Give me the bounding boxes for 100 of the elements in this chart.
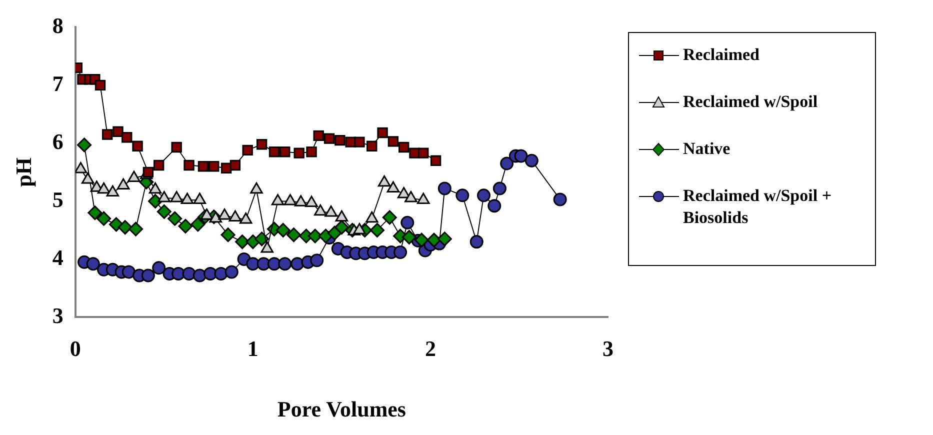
legend-label: Reclaimed w/Spoil <box>683 91 818 113</box>
point <box>294 195 308 206</box>
point <box>280 146 290 158</box>
y-tick-label: 3 <box>52 302 64 328</box>
point <box>388 136 399 147</box>
point <box>190 217 206 232</box>
point <box>122 132 132 143</box>
point <box>267 257 281 271</box>
point <box>426 232 442 248</box>
point <box>220 228 236 242</box>
point <box>198 161 209 172</box>
point <box>354 136 365 148</box>
point <box>314 204 327 216</box>
point <box>184 160 194 171</box>
point <box>180 192 194 204</box>
legend-label: Reclaimed w/Spoil + Biosolids <box>683 185 833 229</box>
point <box>204 266 218 280</box>
point <box>492 182 506 196</box>
point <box>334 220 349 235</box>
point <box>171 142 182 153</box>
point <box>324 133 335 144</box>
point <box>254 232 270 246</box>
point <box>200 208 214 220</box>
x-tick-label: 2 <box>424 336 436 362</box>
point <box>153 160 164 171</box>
point <box>334 134 346 146</box>
point <box>178 218 193 234</box>
point <box>260 242 274 253</box>
point <box>118 220 132 235</box>
point <box>313 130 324 142</box>
y-tick-label: 7 <box>52 70 64 96</box>
point <box>397 186 410 198</box>
point <box>378 175 391 187</box>
point <box>553 192 567 206</box>
point <box>284 194 297 206</box>
point <box>276 222 290 238</box>
legend-label: Native <box>683 138 730 160</box>
point <box>132 140 143 152</box>
point <box>128 222 144 236</box>
y-axis-title: pH <box>10 158 36 187</box>
point <box>290 257 304 271</box>
point <box>242 144 253 156</box>
point <box>170 191 183 202</box>
point <box>230 160 241 171</box>
point <box>218 208 231 220</box>
point <box>271 194 284 206</box>
point <box>228 210 242 222</box>
point <box>366 211 378 223</box>
point <box>402 230 416 244</box>
point <box>437 232 452 246</box>
point <box>353 222 366 234</box>
point <box>278 257 292 271</box>
point <box>239 212 252 224</box>
point <box>141 268 155 282</box>
point <box>168 211 182 226</box>
point <box>310 254 324 268</box>
y-tick-label: 4 <box>52 244 64 270</box>
point <box>324 206 338 217</box>
point <box>386 181 400 192</box>
point <box>366 140 378 152</box>
point <box>158 191 171 202</box>
point <box>268 146 280 158</box>
point <box>112 126 124 137</box>
point <box>286 228 302 242</box>
y-tick-label: 5 <box>52 186 64 212</box>
point <box>524 154 538 168</box>
point <box>488 199 502 213</box>
point <box>305 196 318 207</box>
x-tick-label: 0 <box>70 336 81 362</box>
point <box>235 234 250 250</box>
point <box>500 156 514 170</box>
point <box>377 127 388 138</box>
point <box>370 222 384 238</box>
point <box>418 148 429 158</box>
point <box>192 268 206 282</box>
point <box>128 170 140 182</box>
x-axis-title: Pore Volumes <box>277 396 406 422</box>
point <box>81 172 94 184</box>
x-tick-label: 3 <box>602 336 614 362</box>
point <box>75 162 88 174</box>
point <box>246 257 260 271</box>
point <box>256 257 270 271</box>
point <box>77 138 92 152</box>
point <box>456 188 470 202</box>
point <box>416 192 430 204</box>
point <box>394 245 408 259</box>
point <box>382 210 397 225</box>
x-tick-label: 1 <box>247 336 258 362</box>
point <box>152 261 166 275</box>
point <box>430 155 442 166</box>
point <box>306 146 317 158</box>
point <box>142 166 154 178</box>
point <box>208 161 220 172</box>
point <box>102 129 113 140</box>
point <box>96 211 112 226</box>
y-tick-label: 8 <box>52 12 64 38</box>
point <box>308 228 322 244</box>
point <box>224 265 238 279</box>
point <box>335 210 348 222</box>
point <box>122 265 136 279</box>
